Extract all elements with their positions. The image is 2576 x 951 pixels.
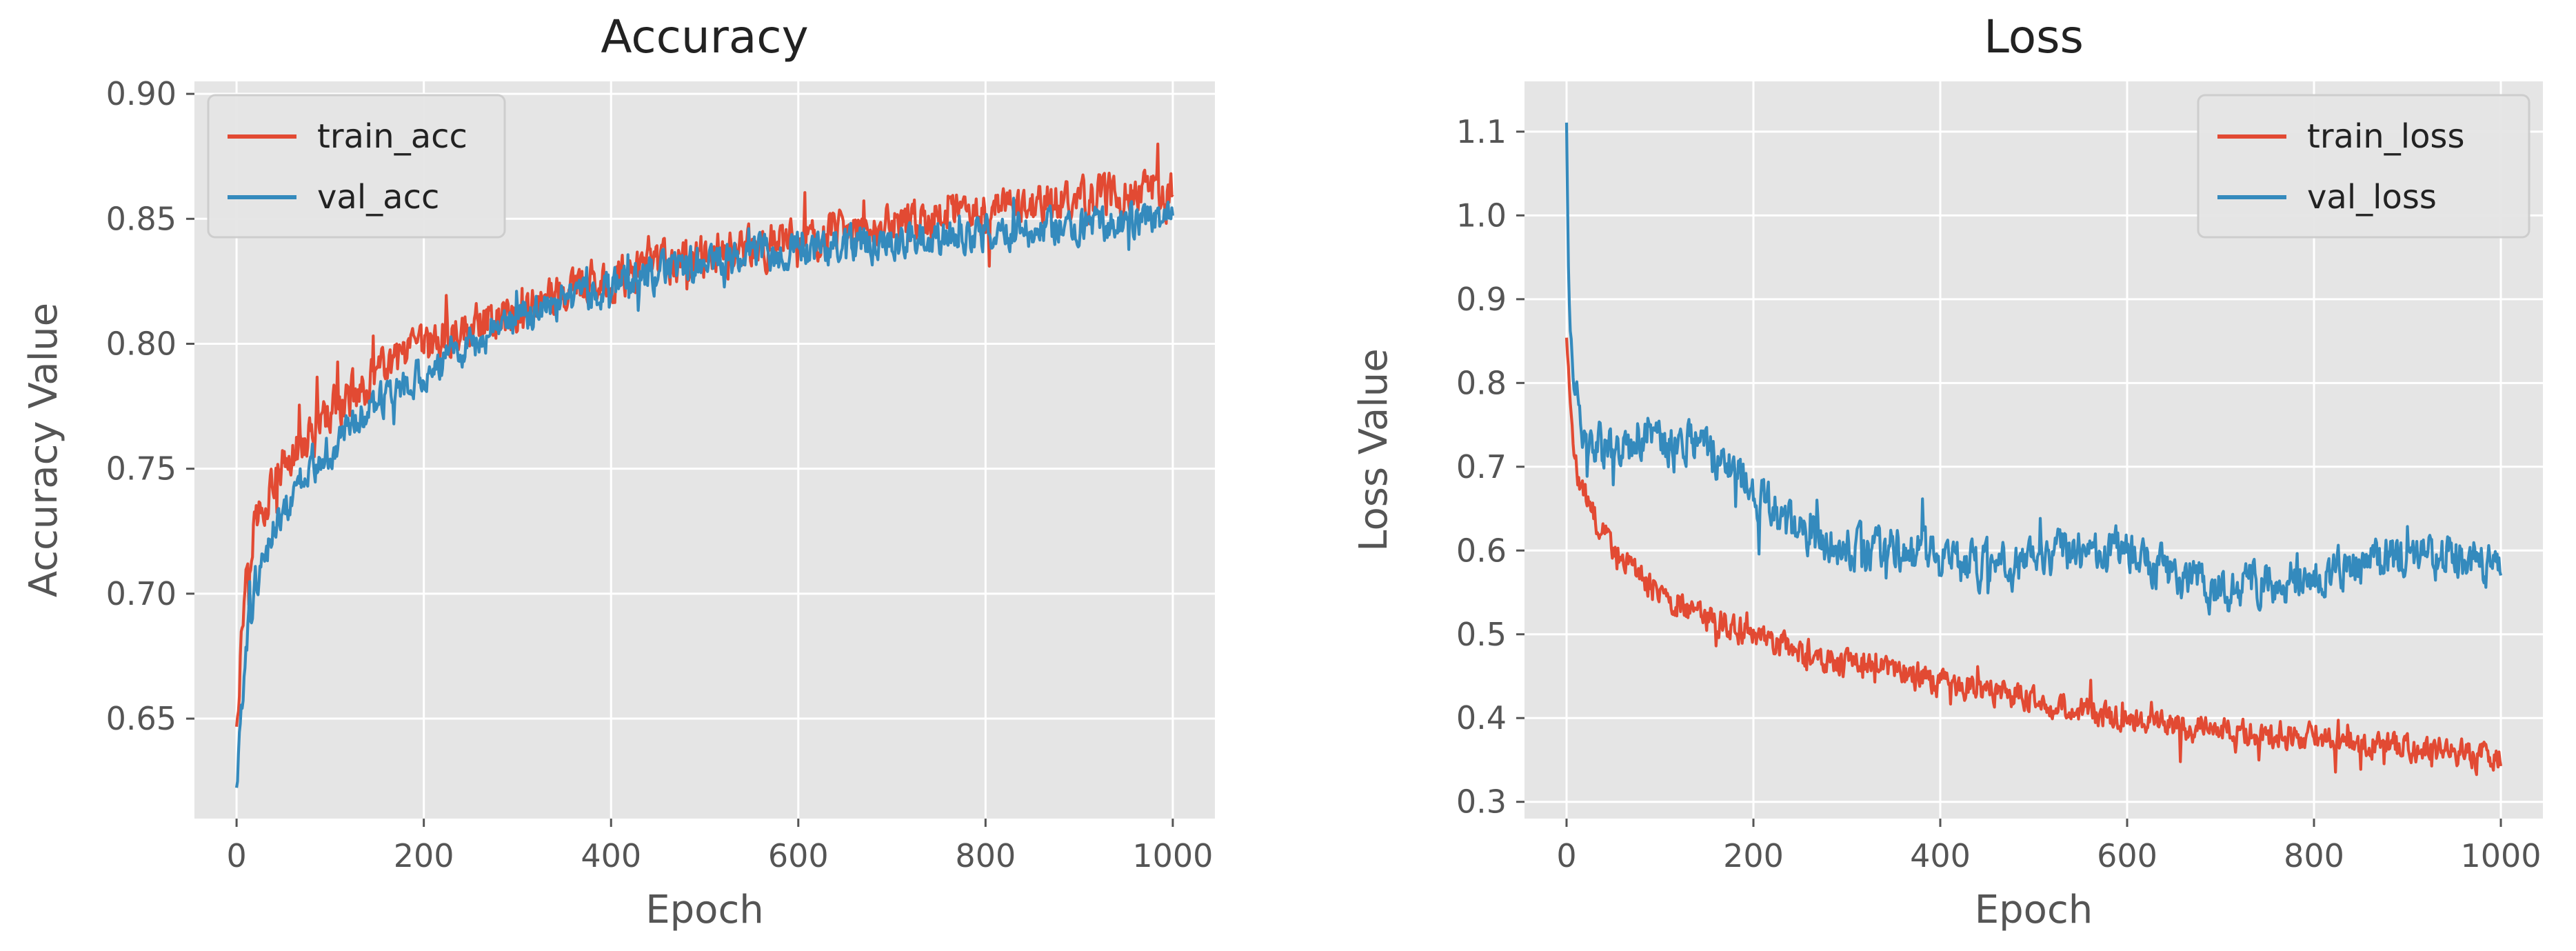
legend: train_acc val_acc bbox=[207, 94, 506, 239]
y-tick-label: 0.8 bbox=[1456, 364, 1507, 401]
x-tick-label: 800 bbox=[955, 837, 1016, 874]
x-tick-label: 600 bbox=[2097, 837, 2157, 874]
series-group bbox=[1564, 122, 2503, 777]
y-tick-label: 1.1 bbox=[1456, 113, 1507, 150]
chart-title: Loss bbox=[1984, 10, 2084, 63]
x-tick-label: 200 bbox=[1723, 837, 1784, 874]
x-tick-label: 600 bbox=[768, 837, 829, 874]
y-tick-label: 0.3 bbox=[1456, 783, 1507, 821]
y-axis-label: Accuracy Value bbox=[21, 303, 66, 597]
y-tick-label: 0.65 bbox=[106, 700, 177, 737]
x-tick-label: 400 bbox=[1910, 837, 1971, 874]
x-tick-label: 400 bbox=[581, 837, 641, 874]
y-tick-label: 0.7 bbox=[1456, 448, 1507, 485]
legend: train_loss val_loss bbox=[2197, 94, 2530, 239]
x-tick-label: 0 bbox=[1556, 837, 1576, 874]
y-tick-label: 0.5 bbox=[1456, 616, 1507, 653]
y-axis-label: Loss Value bbox=[1351, 348, 1396, 551]
legend-label-train_loss: train_loss bbox=[2307, 117, 2464, 156]
y-tick-label: 0.4 bbox=[1456, 699, 1507, 737]
chart-panel-2: 0 200 400 600 800 1000 0.3 0.4 0.5 0.6 0.7 0.8 0.9 1.… bbox=[1351, 10, 2543, 932]
x-axis-label: Epoch bbox=[1975, 888, 2093, 932]
legend-label-val_loss: val_loss bbox=[2307, 178, 2437, 217]
series-group bbox=[235, 142, 1174, 788]
y-tick-label: 0.6 bbox=[1456, 532, 1507, 569]
series-line-val_loss bbox=[1564, 122, 2503, 616]
chart-title: Accuracy bbox=[601, 10, 808, 63]
y-tick-label: 0.85 bbox=[106, 200, 177, 237]
y-tick-label: 0.9 bbox=[1456, 281, 1507, 318]
series-line-val_acc bbox=[235, 197, 1174, 788]
y-tick-label: 1.0 bbox=[1456, 197, 1507, 234]
y-tick-label: 0.90 bbox=[106, 75, 177, 112]
legend-label-val_acc: val_acc bbox=[317, 178, 439, 217]
x-tick-label: 200 bbox=[394, 837, 454, 874]
chart-panel-1: 0 200 400 600 800 1000 0.65 0.70 0.75 0.80 0.85 0.9… bbox=[21, 10, 1215, 932]
x-tick-label: 1000 bbox=[1132, 837, 1213, 874]
x-axis-label: Epoch bbox=[645, 888, 763, 932]
y-tick-label: 0.80 bbox=[106, 325, 177, 362]
y-tick-label: 0.70 bbox=[106, 575, 177, 612]
x-tick-label: 1000 bbox=[2460, 837, 2541, 874]
y-tick-label: 0.75 bbox=[106, 450, 177, 488]
series-line-train_acc bbox=[235, 142, 1174, 728]
series-line-train_loss bbox=[1564, 337, 2503, 777]
legend-label-train_acc: train_acc bbox=[317, 117, 467, 156]
x-tick-label: 800 bbox=[2284, 837, 2344, 874]
legend-box bbox=[2197, 94, 2530, 239]
legend-box bbox=[207, 94, 506, 239]
x-tick-label: 0 bbox=[226, 837, 246, 874]
